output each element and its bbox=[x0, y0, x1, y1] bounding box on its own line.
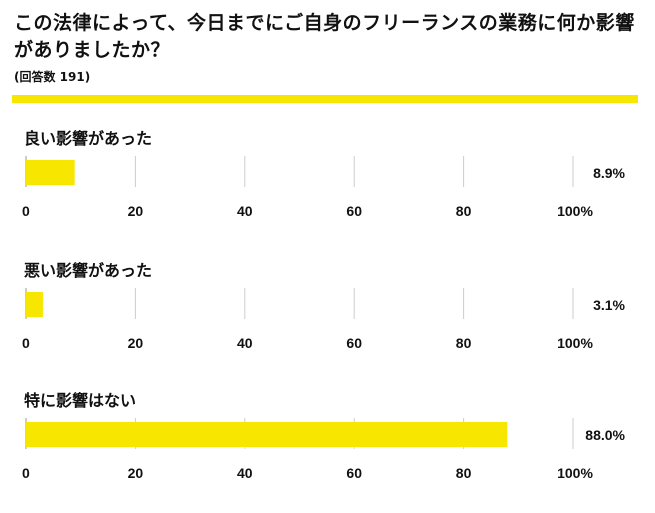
question-label-0: 良い影響があった bbox=[24, 129, 152, 148]
bar-0 bbox=[26, 160, 75, 185]
tick-label-1-2: 40 bbox=[237, 335, 253, 351]
tick-label-0-2: 40 bbox=[237, 203, 253, 219]
tick-label-2-0: 0 bbox=[22, 465, 30, 481]
tick-label-1-0: 0 bbox=[22, 335, 30, 351]
title-underline bbox=[12, 95, 638, 103]
tick-label-2-5: 100% bbox=[557, 465, 593, 481]
tick-label-0-5: 100% bbox=[557, 203, 593, 219]
tick-label-2-2: 40 bbox=[237, 465, 253, 481]
tick-label-0-0: 0 bbox=[22, 203, 30, 219]
tick-label-1-4: 80 bbox=[456, 335, 472, 351]
tick-label-2-3: 60 bbox=[346, 465, 362, 481]
tick-label-1-1: 20 bbox=[128, 335, 144, 351]
bar-2 bbox=[26, 422, 508, 447]
tick-label-0-3: 60 bbox=[346, 203, 362, 219]
tick-label-2-1: 20 bbox=[128, 465, 144, 481]
tick-label-1-5: 100% bbox=[557, 335, 593, 351]
tick-label-0-1: 20 bbox=[128, 203, 144, 219]
tick-label-0-4: 80 bbox=[456, 203, 472, 219]
question-label-2: 特に影響はない bbox=[24, 391, 136, 410]
question-label-1: 悪い影響があった bbox=[24, 261, 152, 280]
value-label-1: 3.1% bbox=[593, 297, 625, 313]
tick-label-2-4: 80 bbox=[456, 465, 472, 481]
tick-label-1-3: 60 bbox=[346, 335, 362, 351]
response-count: (回答数 191) bbox=[14, 70, 91, 84]
value-label-2: 88.0% bbox=[585, 427, 625, 443]
chart-title: この法律によって、今日までにご自身のフリーランスの業務に何か影響がありましたか？ bbox=[14, 12, 635, 61]
bar-1 bbox=[26, 292, 43, 317]
value-label-0: 8.9% bbox=[593, 165, 625, 181]
